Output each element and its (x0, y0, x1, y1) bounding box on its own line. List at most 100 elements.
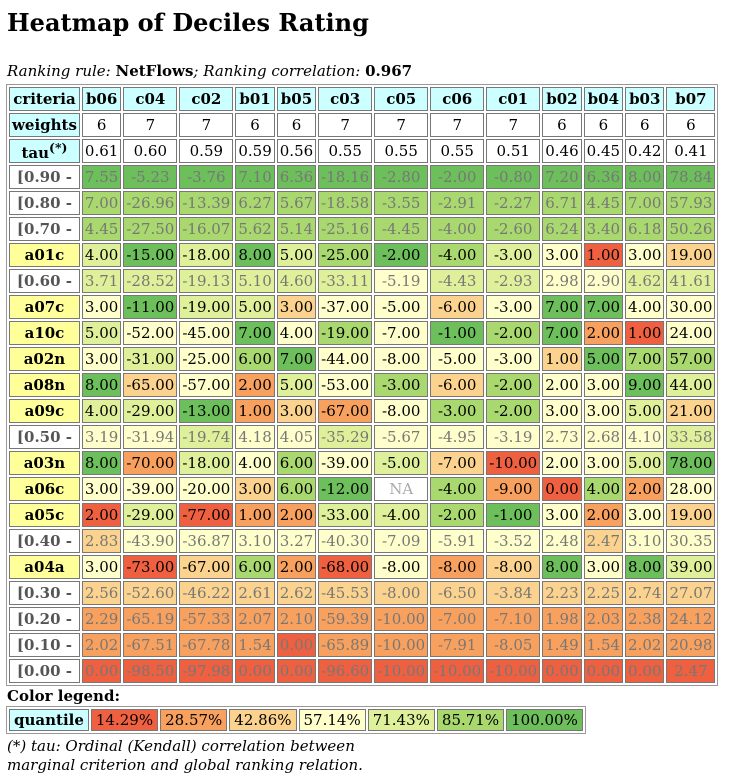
heat-cell: 5.00 (235, 295, 275, 319)
criterion-header: b02 (542, 87, 582, 111)
decile-label: [0.00 - (9, 659, 80, 683)
heat-cell: 33.58 (666, 425, 716, 449)
weights-row: weights 6 7 7 6 6 7 7 7 7 6 6 6 6 (9, 113, 716, 137)
weight-cell: 7 (179, 113, 234, 137)
heat-cell: 4.10 (625, 425, 665, 449)
weight-cell: 6 (81, 113, 122, 137)
heat-cell: 57.93 (666, 191, 716, 215)
heat-cell: -2.00 (486, 321, 541, 345)
heat-cell: 4.62 (625, 269, 665, 293)
heat-cell: 7.00 (542, 321, 582, 345)
heat-cell: 3.10 (235, 529, 275, 553)
heat-cell: 3.00 (583, 451, 624, 475)
heat-cell: 2.00 (276, 503, 317, 527)
heat-cell: 4.45 (583, 191, 624, 215)
action-label: a09c (9, 399, 80, 423)
heat-cell: 2.02 (81, 633, 122, 657)
heat-cell: 7.00 (583, 295, 624, 319)
heat-cell: 30.35 (666, 529, 716, 553)
heat-cell: -7.91 (430, 633, 485, 657)
decile-row: [0.70 -4.45 -27.50 -16.07 5.62 5.14 -25.16 -4.… (9, 217, 716, 241)
heat-cell: 8.00 (542, 555, 582, 579)
heat-cell: 3.00 (542, 399, 582, 423)
weight-cell: 6 (276, 113, 317, 137)
legend-swatch: 42.86% (229, 709, 297, 731)
heat-cell: -73.00 (123, 555, 178, 579)
weight-cell: 7 (318, 113, 373, 137)
ranking-corr-value: 0.967 (365, 62, 413, 80)
heat-cell: 8.00 (235, 243, 275, 267)
heat-cell: -4.43 (430, 269, 485, 293)
decile-row: [0.20 -2.29 -65.19 -57.33 2.07 2.10 -59.39 -10… (9, 607, 716, 631)
heat-cell: 24.12 (666, 607, 716, 631)
action-row: a02n 3.00 -31.00 -25.00 6.00 7.00 -44.00 -8.00-… (9, 347, 716, 371)
decile-label: [0.70 - (9, 217, 80, 241)
heat-cell: -25.00 (318, 243, 373, 267)
heat-cell: 5.00 (583, 347, 624, 371)
heat-cell: 2.00 (235, 373, 275, 397)
heat-cell: 19.00 (666, 243, 716, 267)
heat-cell: 27.07 (666, 581, 716, 605)
heat-cell: 39.00 (666, 555, 716, 579)
heat-cell: 7.00 (235, 321, 275, 345)
heat-cell: 5.62 (235, 217, 275, 241)
criterion-header: b04 (583, 87, 624, 111)
action-label: a08n (9, 373, 80, 397)
heat-cell: -10.00 (374, 607, 429, 631)
heat-cell: 78.84 (666, 165, 716, 189)
heat-cell: 57.00 (666, 347, 716, 371)
heat-cell: 2.38 (625, 607, 665, 631)
heat-cell: -19.00 (318, 321, 373, 345)
heat-cell: -35.29 (318, 425, 373, 449)
heat-cell: -33.00 (318, 503, 373, 527)
heat-cell: -2.00 (486, 399, 541, 423)
decile-row: [0.30 -2.56 -52.60 -46.22 2.61 2.62 -45.53 -8.… (9, 581, 716, 605)
decile-row: [0.50 -3.19 -31.94 -19.74 4.18 4.05 -35.29 -5.… (9, 425, 716, 449)
heat-cell: -18.16 (318, 165, 373, 189)
heat-cell: 28.00 (666, 477, 716, 501)
heat-cell: -2.00 (486, 373, 541, 397)
heat-cell: 0.00 (542, 659, 582, 683)
heat-cell: 0.00 (235, 659, 275, 683)
heat-cell: -65.19 (123, 607, 178, 631)
heat-cell: 2.00 (81, 503, 122, 527)
heat-cell: -15.00 (123, 243, 178, 267)
heat-cell: 2.90 (583, 269, 624, 293)
criterion-header: b05 (276, 87, 317, 111)
heat-cell: 6.27 (235, 191, 275, 215)
heat-cell: -8.00 (374, 555, 429, 579)
tau-cell: 0.60 (123, 139, 178, 163)
heat-cell: -0.80 (486, 165, 541, 189)
heat-cell: 3.71 (81, 269, 122, 293)
heat-cell: -5.00 (374, 451, 429, 475)
decile-label: [0.20 - (9, 607, 80, 631)
heat-cell: -1.00 (486, 503, 541, 527)
color-legend: quantile 14.29% 28.57% 42.86% 57.14% 71.43% 85… (6, 706, 586, 734)
heat-cell: 9.00 (625, 373, 665, 397)
heat-cell: NA (374, 477, 429, 501)
heat-cell: 5.10 (235, 269, 275, 293)
tau-footnote-mark: (*) (49, 140, 68, 155)
heat-cell: -20.00 (179, 477, 234, 501)
ranking-rule-value: NetFlows (115, 62, 194, 80)
criterion-header: b01 (235, 87, 275, 111)
weight-cell: 6 (666, 113, 716, 137)
heat-cell: -2.00 (374, 243, 429, 267)
heat-cell: 20.98 (666, 633, 716, 657)
heat-cell: 7.00 (81, 191, 122, 215)
heat-cell: -2.27 (486, 191, 541, 215)
heat-cell: -67.00 (318, 399, 373, 423)
heat-cell: -3.00 (374, 373, 429, 397)
heat-cell: 4.00 (276, 321, 317, 345)
action-row: a04a 3.00 -73.00 -67.00 6.00 2.00 -68.00 -8.00-… (9, 555, 716, 579)
tau-label: tau(*) (9, 139, 80, 163)
heat-cell: -19.74 (179, 425, 234, 449)
action-row: a06c 3.00 -39.00 -20.00 3.00 6.00 -12.00 NA -4.0… (9, 477, 716, 501)
heat-cell: 6.00 (235, 555, 275, 579)
heat-cell: -4.45 (374, 217, 429, 241)
heat-cell: -3.00 (486, 295, 541, 319)
ranking-rule-label: Ranking rule: (7, 62, 116, 80)
heat-cell: -8.00 (374, 581, 429, 605)
heat-cell: 4.18 (235, 425, 275, 449)
legend-label: quantile (9, 709, 89, 731)
